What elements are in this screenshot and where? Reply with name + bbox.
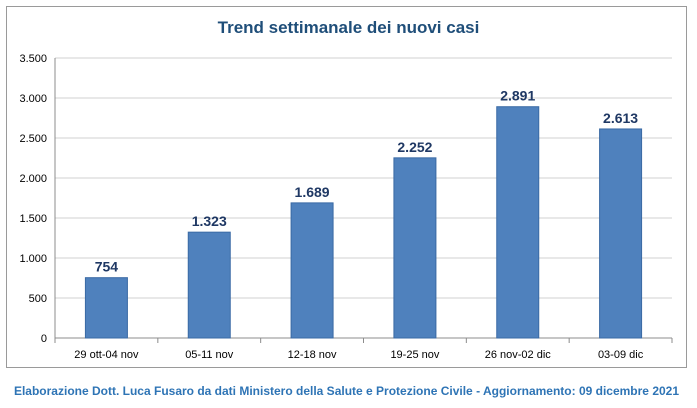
y-tick-label: 2.000: [19, 173, 47, 185]
bar: [599, 128, 643, 339]
data-label: 2.891: [500, 88, 535, 104]
x-tick-label: 03-09 dic: [598, 349, 644, 361]
y-tick-label: 0: [41, 333, 47, 345]
chart-title: Trend settimanale dei nuovi casi: [217, 18, 480, 37]
footer-credit: Elaborazione Dott. Luca Fusaro da dati M…: [13, 384, 680, 398]
x-tick-label: 05-11 nov: [185, 349, 234, 361]
y-tick-label: 500: [29, 293, 47, 305]
y-tick-label: 1.500: [19, 213, 47, 225]
bar: [393, 157, 437, 339]
bar: [496, 106, 540, 339]
bar: [290, 202, 334, 339]
y-tick-label: 1.000: [19, 253, 47, 265]
data-label: 2.252: [397, 139, 432, 155]
y-tick-label: 3.000: [19, 93, 47, 105]
data-label: 754: [95, 259, 119, 275]
data-label: 1.323: [192, 213, 227, 229]
y-tick-label: 3.500: [19, 53, 47, 65]
x-tick-label: 19-25 nov: [390, 349, 439, 361]
x-tick-label: 26 nov-02 dic: [485, 349, 552, 361]
x-tick-label: 29 ott-04 nov: [74, 349, 139, 361]
bar: [187, 231, 231, 339]
data-label: 1.689: [295, 184, 330, 200]
bar: [84, 277, 128, 339]
x-tick-label: 12-18 nov: [288, 349, 337, 361]
data-label: 2.613: [603, 110, 638, 126]
y-tick-label: 2.500: [19, 133, 47, 145]
